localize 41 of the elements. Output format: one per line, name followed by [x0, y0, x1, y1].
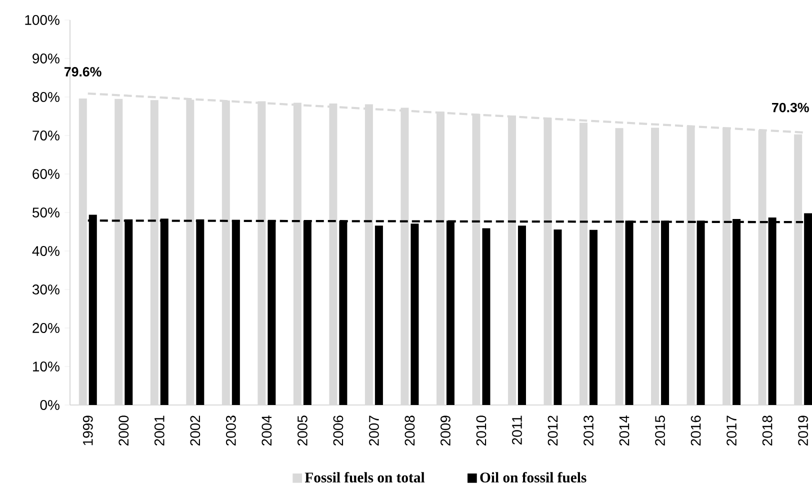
x-tick-label: 2010: [476, 416, 486, 446]
x-tick-label: 2019: [798, 416, 808, 446]
bar: [518, 226, 526, 405]
y-tick-label: 60%: [32, 169, 60, 179]
x-tick-label: 2014: [619, 415, 630, 446]
x-tick-label: 2018: [762, 416, 772, 446]
y-tick-label: 50%: [32, 208, 60, 218]
x-tick-label: 2001: [154, 416, 164, 446]
legend-label: Oil on fossil fuels: [480, 472, 586, 483]
x-tick-label: 2008: [404, 416, 415, 446]
y-tick-label: 30%: [32, 284, 60, 294]
y-tick-label: 90%: [32, 54, 60, 64]
x-tick-label: 2002: [190, 416, 200, 446]
bar: [590, 230, 598, 405]
x-tick-label: 2004: [262, 415, 272, 446]
x-tick-label: 2009: [440, 416, 450, 446]
x-tick-label: 2016: [690, 416, 701, 446]
y-tick-label: 10%: [33, 362, 60, 372]
x-tick-label: 2017: [726, 416, 737, 446]
x-tick-label: 1999: [82, 416, 93, 446]
x-tick-label: 2013: [584, 416, 594, 446]
y-tick-label: 70%: [32, 130, 60, 140]
x-tick-label: 2007: [369, 416, 379, 446]
bar: [482, 228, 490, 405]
x-tick-label: 2005: [297, 416, 308, 446]
data-label: 79.6%: [64, 67, 102, 76]
x-tick-label: 2015: [655, 416, 665, 446]
y-tick-label: 40%: [32, 246, 60, 256]
bar: [374, 226, 383, 405]
x-tick-label: 2006: [333, 416, 344, 446]
legend-label: Fossil fuels on total: [304, 472, 425, 483]
y-tick-label: 100%: [25, 15, 60, 25]
y-tick-label: 20%: [32, 323, 60, 333]
bar: [554, 229, 562, 405]
y-tick-label: 80%: [32, 92, 60, 102]
data-label: 70.3%: [772, 102, 809, 112]
x-tick-label: 2011: [512, 416, 522, 444]
x-tick-label: 2000: [118, 416, 129, 446]
x-tick-label: 2012: [548, 416, 558, 446]
y-tick-label: 0%: [40, 400, 60, 410]
x-tick-label: 2003: [226, 416, 236, 446]
